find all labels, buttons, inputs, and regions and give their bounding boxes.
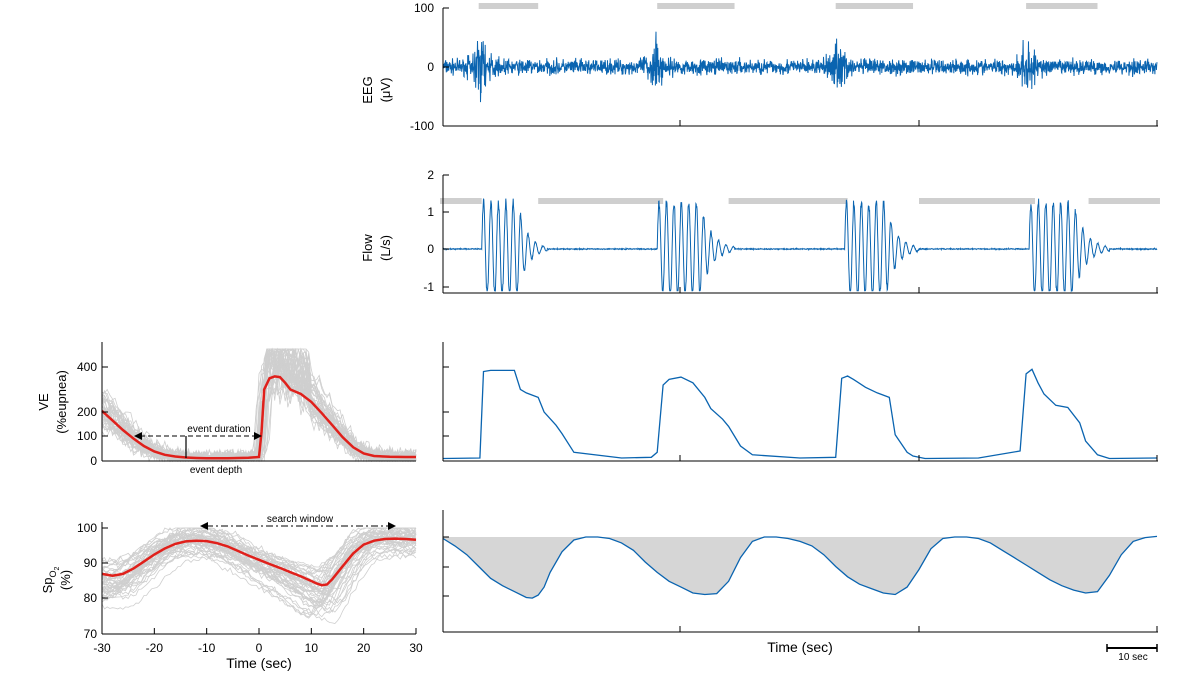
spo2-timecourse-area <box>443 536 1157 599</box>
spo2-x-tick-label: 10 <box>305 641 319 655</box>
spo2-x-tick-label: -10 <box>198 641 216 655</box>
eeg-y-label-unit: (μV) <box>378 78 393 103</box>
arrowhead-right-icon <box>388 522 396 530</box>
spo2-x-tick-label: 30 <box>409 641 423 655</box>
flow-trace <box>442 198 1158 293</box>
flow-y-tick-label: 0 <box>427 242 434 256</box>
eeg-trace <box>442 31 1158 103</box>
svg-text:SpO2: SpO2 <box>40 566 61 593</box>
ve-timecourse-panel <box>442 342 1158 462</box>
eeg-panel: 100 0 -100 EEG (μV) <box>360 1 1158 133</box>
spo2-y-label-main: Sp <box>40 578 55 594</box>
spo2-individual-traces <box>101 527 417 624</box>
spo2-y-tick-label: 100 <box>77 521 97 535</box>
ve-y-tick-label: 400 <box>77 360 97 374</box>
spo2-x-tick-label: 0 <box>256 641 263 655</box>
ve-individual-traces <box>101 347 417 463</box>
scale-bar-label: 10 sec <box>1118 652 1147 663</box>
search-window-label: search window <box>267 514 334 525</box>
spo2-y-label: SpO2 <box>40 566 61 593</box>
timecourse-x-label: Time (sec) <box>767 639 833 655</box>
spo2-individual-trace <box>101 540 417 616</box>
spo2-individual-trace <box>101 529 417 616</box>
flow-y-label-unit: (L/s) <box>378 235 393 261</box>
spo2-y-label-sub: O <box>48 570 58 577</box>
ve-average-line <box>101 375 416 460</box>
flow-y-tick-label: 2 <box>427 168 434 182</box>
spo2-y-tick-label: 70 <box>84 627 98 641</box>
spo2-y-label-unit: (%) <box>58 570 73 590</box>
arrowhead-left-icon <box>200 522 208 530</box>
eeg-y-tick-label: -100 <box>410 119 434 133</box>
ve-y-tick-label: 100 <box>77 429 97 443</box>
spo2-individual-trace <box>101 529 417 609</box>
flow-y-tick-label: 1 <box>427 205 434 219</box>
eeg-y-tick-label: 100 <box>414 1 434 15</box>
event-duration-label: event duration <box>187 424 250 435</box>
spo2-y-label-subsub: 2 <box>54 566 61 570</box>
spo2-y-tick-label: 90 <box>84 556 98 570</box>
eeg-y-label: EEG <box>360 76 375 103</box>
eeg-y-tick-label: 0 <box>427 60 434 74</box>
spo2-x-tick-label: -30 <box>93 641 111 655</box>
ve-y-tick-label: 0 <box>90 454 97 468</box>
spo2-average-line <box>101 537 417 587</box>
ve-y-label-unit: (%eupnea) <box>54 370 69 434</box>
spo2-individual-trace <box>101 543 417 618</box>
spo2-x-tick-label: 20 <box>357 641 371 655</box>
spo2-x-label: Time (sec) <box>226 655 292 671</box>
ve-timecourse-line <box>442 368 1158 460</box>
scale-bar: 10 sec <box>1106 644 1158 663</box>
spo2-individual-trace <box>101 530 417 606</box>
arrowhead-right-icon <box>254 432 262 440</box>
flow-y-label: Flow <box>360 234 375 262</box>
spo2-y-tick-label: 80 <box>84 591 98 605</box>
ve-average-panel: 400 200 100 0 VE (%eupnea) event duratio… <box>36 342 417 476</box>
spo2-timecourse-line <box>442 535 1158 599</box>
ve-y-tick-label: 200 <box>77 405 97 419</box>
spo2-timecourse-panel: Time (sec) <box>442 510 1158 655</box>
spo2-x-tick-label: -20 <box>146 641 164 655</box>
spo2-individual-trace <box>101 527 417 592</box>
spo2-x-ticks: -30 -20 -10 0 10 20 30 <box>93 628 423 655</box>
arrowhead-left-icon <box>134 432 142 440</box>
flow-panel: 2 1 0 -1 Flow (L/s) <box>360 168 1160 294</box>
spo2-individual-trace <box>101 539 417 604</box>
event-depth-label: event depth <box>190 465 242 476</box>
ve-y-label: VE <box>36 393 51 411</box>
spo2-individual-trace <box>101 528 417 597</box>
spo2-average-panel: 100 90 80 70 -30 -20 -10 0 10 20 30 Time (sec)… <box>40 514 423 671</box>
flow-y-tick-label: -1 <box>423 280 434 294</box>
